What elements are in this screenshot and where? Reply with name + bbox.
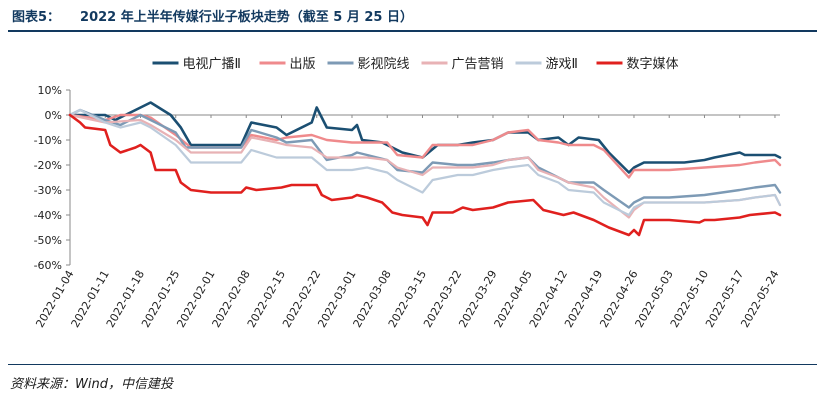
legend-label: 出版 — [290, 57, 316, 72]
legend-label: 游戏Ⅱ — [546, 57, 578, 72]
legend-label: 广告营销 — [452, 57, 504, 72]
source-note: 资料来源：Wind，中信建投 — [10, 377, 173, 392]
legend-label: 电视广播Ⅱ — [183, 57, 241, 72]
legend: 电视广播Ⅱ 出版 影视院线 广告营销 游戏Ⅱ 数字媒体 — [152, 57, 679, 72]
y-tick-label: -30% — [34, 184, 62, 197]
source-rule — [8, 364, 817, 365]
series-line-5 — [68, 108, 782, 217]
series-line-1 — [68, 101, 782, 174]
series-line-3 — [68, 108, 782, 209]
y-tick-label: 0% — [45, 109, 62, 122]
series-line-6 — [68, 113, 782, 237]
y-tick-label: -50% — [34, 234, 62, 247]
x-tick-label: 2022-05-24 — [738, 268, 781, 330]
series-lines — [68, 101, 782, 237]
legend-label: 影视院线 — [358, 57, 410, 72]
y-tick-label: -20% — [34, 159, 62, 172]
legend-label: 数字媒体 — [627, 57, 679, 72]
y-tick-label: -40% — [34, 209, 62, 222]
y-tick-label: -60% — [34, 259, 62, 272]
figure-title-text: 2022 年上半年传媒行业子板块走势（截至 5 月 25 日） — [80, 10, 413, 25]
figure-label: 图表5： — [12, 10, 61, 25]
title-rule — [8, 30, 817, 32]
y-tick-label: 10% — [38, 84, 62, 97]
y-tick-label: -10% — [34, 134, 62, 147]
axes: 10%0%-10%-20%-30%-40%-50%-60%2022-01-042… — [33, 84, 781, 330]
figure-title: 图表5： 2022 年上半年传媒行业子板块走势（截至 5 月 25 日） — [12, 6, 413, 25]
